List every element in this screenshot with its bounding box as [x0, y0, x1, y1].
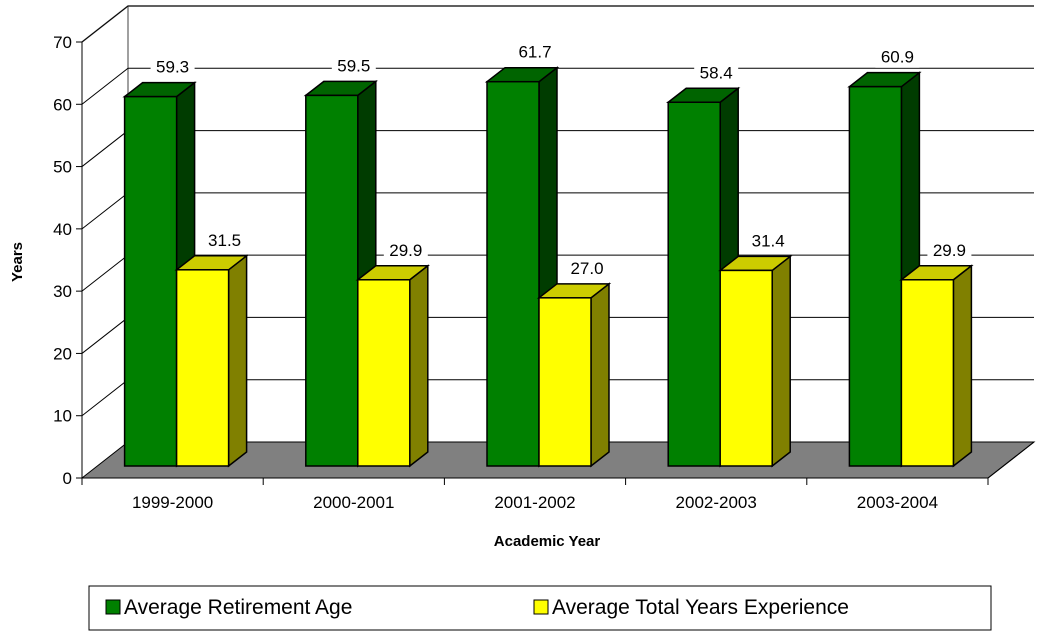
bar-front	[357, 279, 411, 467]
bar-side	[409, 264, 429, 468]
y-tick-label: 10	[53, 407, 72, 426]
data-label: 61.7	[518, 43, 551, 62]
data-label-bg	[150, 55, 195, 78]
gridline-side	[81, 192, 129, 230]
legend: Average Retirement Age Average Total Yea…	[88, 585, 992, 631]
bar-front	[667, 101, 721, 467]
gridline-side	[81, 130, 129, 167]
data-label: 31.5	[208, 231, 241, 250]
data-label-bg	[746, 229, 791, 252]
bar-side	[227, 254, 248, 468]
y-tick-label: 20	[53, 344, 72, 363]
legend-label-years-experience: Average Total Years Experience	[552, 596, 849, 619]
data-label-bg	[383, 238, 428, 261]
legend-swatch-years-experience	[533, 599, 549, 615]
bar	[718, 254, 793, 468]
y-tick-label: 60	[53, 95, 72, 114]
x-tick-label: 2000-2001	[313, 493, 394, 512]
data-label-bg	[694, 61, 739, 84]
bar-side	[590, 282, 610, 468]
gridline-side	[81, 379, 129, 417]
gridline-side	[81, 5, 129, 43]
bar	[899, 264, 974, 468]
data-label: 59.3	[156, 58, 189, 77]
floor-right-edge	[987, 441, 1035, 479]
legend-swatch-retirement-age	[105, 599, 121, 615]
data-label: 27.0	[570, 259, 603, 278]
y-tick-label: 0	[63, 469, 72, 488]
bar-side	[952, 264, 973, 468]
bar	[174, 254, 249, 468]
y-tick-label: 50	[53, 158, 72, 177]
data-label-bg	[202, 228, 247, 251]
legend-box	[88, 585, 992, 631]
data-label: 31.4	[752, 231, 785, 250]
data-label-bg	[331, 54, 376, 77]
data-label: 29.9	[933, 241, 966, 260]
x-tick-label: 1999-2000	[132, 493, 213, 512]
data-label: 60.9	[881, 48, 914, 67]
bar-side	[771, 254, 791, 468]
bar	[355, 264, 430, 468]
y-tick-label: 30	[53, 282, 72, 301]
data-label-bg	[513, 40, 557, 63]
legend-label-retirement-age: Average Retirement Age	[124, 596, 352, 619]
bar-front	[305, 94, 359, 467]
bar	[536, 282, 612, 468]
x-tick-label: 2001-2002	[494, 493, 575, 512]
data-label-bg	[927, 238, 972, 261]
gridline-side	[81, 317, 129, 354]
data-label: 59.5	[337, 56, 370, 75]
y-tick-label: 40	[53, 220, 72, 239]
data-label-bg	[565, 256, 609, 279]
data-label: 58.4	[700, 63, 733, 82]
x-tick-label: 2002-2003	[676, 493, 757, 512]
bar-front	[719, 269, 773, 467]
tick-labels: 0 10 20 30 40 50 60 70 1999-2000 2000-2001 2001-20…	[53, 33, 938, 512]
bar-front	[123, 95, 178, 467]
y-axis-title: Years	[9, 242, 26, 282]
data-labels: 59.3 31.5 59.5 29.9 61.7 27.0 58.4 31.4 60.9 29.9	[150, 40, 972, 279]
bar-front	[848, 85, 903, 467]
data-label-bg	[875, 45, 920, 68]
x-tick-label: 2003-2004	[857, 493, 938, 512]
bars	[122, 66, 974, 468]
gridline-side	[81, 67, 129, 105]
data-label: 29.9	[389, 241, 422, 260]
x-axis-title: Academic Year	[494, 533, 601, 550]
gridline-side	[81, 254, 129, 292]
bar-front	[900, 279, 955, 467]
y-tick-label: 70	[53, 33, 72, 52]
bar-front	[538, 297, 592, 467]
axes	[76, 41, 1035, 485]
bar-front	[175, 269, 230, 467]
bar-front	[486, 80, 540, 467]
